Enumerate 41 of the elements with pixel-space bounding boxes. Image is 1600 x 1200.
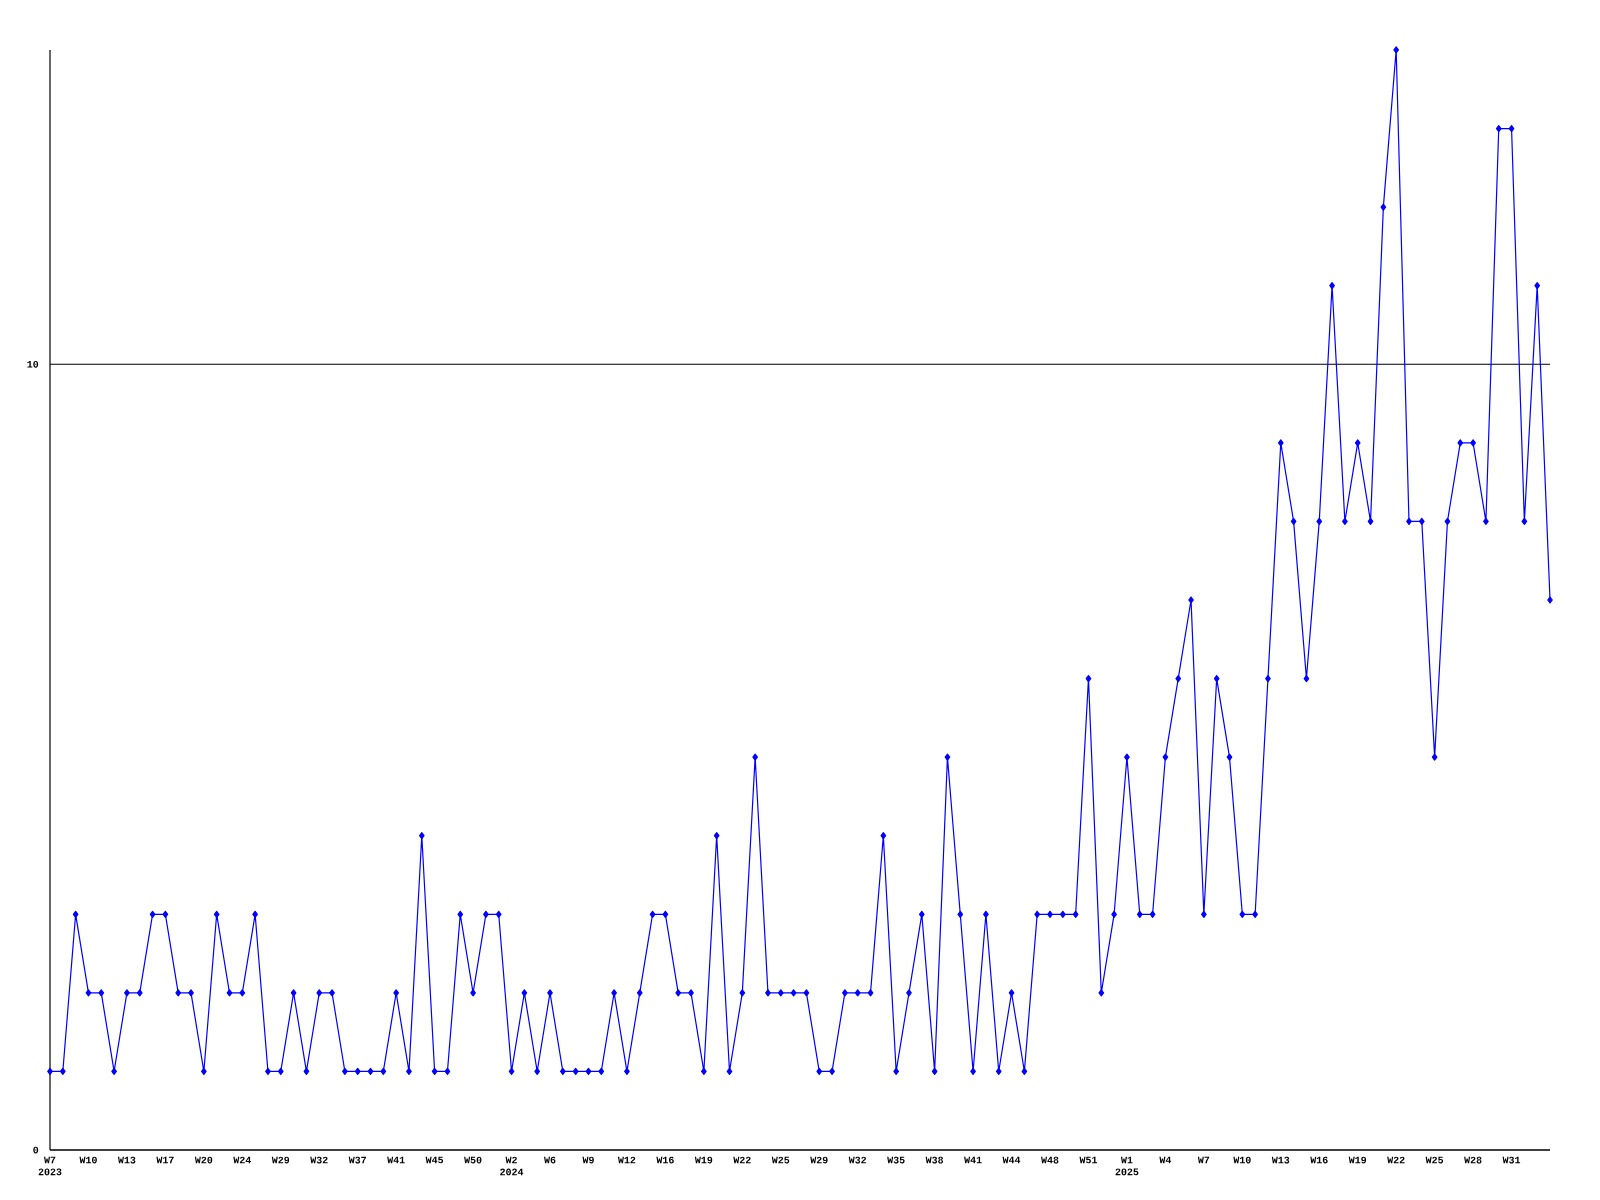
- x-tick-label: W12: [617, 1156, 636, 1164]
- x-tick-label: W31: [1502, 1156, 1521, 1164]
- x-tick-label: W44: [1002, 1156, 1021, 1164]
- x-tick-label: W22: [733, 1156, 751, 1164]
- x-tick-label: W22: [1387, 1156, 1405, 1164]
- x-tick-label: W25: [1425, 1156, 1444, 1164]
- x-tick-label: W9: [582, 1156, 594, 1164]
- x-tick-label: W16: [656, 1156, 674, 1164]
- x-tick-label: W13: [117, 1156, 136, 1164]
- x-tick-label: W13: [1271, 1156, 1290, 1164]
- x-tick-label: W28: [1464, 1156, 1482, 1164]
- x-tick-label: W16: [1310, 1156, 1328, 1164]
- x-tick-label: W7: [1197, 1156, 1210, 1164]
- x-tick-label: W29: [271, 1156, 290, 1164]
- y-tick-label: 10: [27, 360, 39, 368]
- x-tick-label: W19: [694, 1156, 713, 1164]
- x-tick-label: W32: [848, 1156, 867, 1164]
- x-tick-label: W6: [544, 1156, 556, 1164]
- x-tick-label: W48: [1041, 1156, 1059, 1164]
- x-tick-label: W41: [964, 1156, 982, 1164]
- x-tick-label: W20: [194, 1156, 213, 1164]
- x-tick-label: W1 2025: [1115, 1156, 1139, 1176]
- x-tick-label: W50: [464, 1156, 482, 1164]
- x-tick-label: W24: [233, 1156, 251, 1164]
- x-tick-label: W19: [1348, 1156, 1367, 1164]
- x-tick-label: W2 2024: [500, 1156, 524, 1176]
- x-tick-label: W4: [1159, 1156, 1172, 1164]
- x-tick-label: W45: [425, 1156, 444, 1164]
- y-tick-label: 0: [33, 1146, 39, 1154]
- x-tick-label: W29: [810, 1156, 828, 1164]
- x-tick-label: W10: [1233, 1156, 1251, 1164]
- x-tick-label: W10: [79, 1156, 97, 1164]
- x-tick-label: W38: [925, 1156, 944, 1164]
- x-tick-label: W17: [156, 1156, 174, 1164]
- x-tick-label: W37: [348, 1156, 366, 1164]
- x-tick-label: W41: [387, 1156, 405, 1164]
- x-tick-label: W7 2023: [38, 1156, 62, 1176]
- x-tick-label: W35: [887, 1156, 905, 1164]
- x-tick-label: W51: [1079, 1156, 1098, 1164]
- x-tick-label: W25: [771, 1156, 790, 1164]
- x-tick-label: W32: [310, 1156, 328, 1164]
